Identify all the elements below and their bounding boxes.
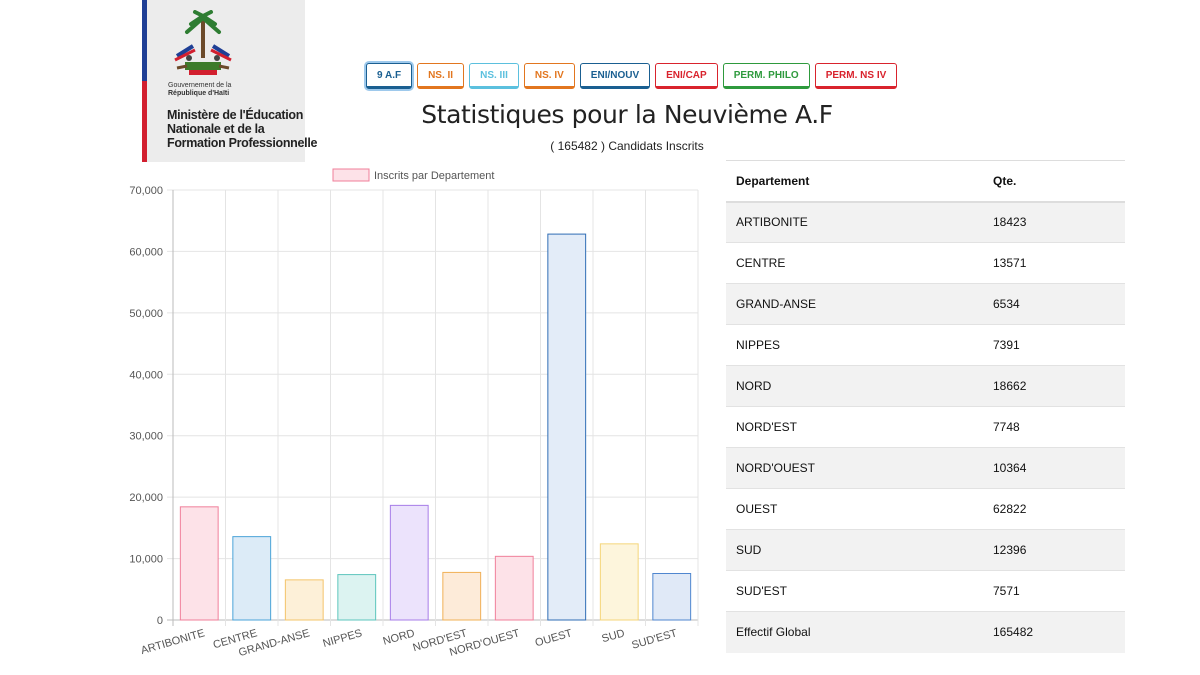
table-row: NORD'EST 7748 [726, 406, 1125, 448]
cell-departement: GRAND-ANSE [726, 283, 983, 325]
y-tick-label: 40,000 [129, 369, 163, 381]
cell-departement: SUD [726, 529, 983, 571]
header-departement: Departement [726, 160, 983, 203]
cell-departement: NORD [726, 365, 983, 407]
exam-button-9-a-f[interactable]: 9 A.F [366, 63, 413, 89]
cell-departement: NORD'OUEST [726, 447, 983, 489]
cell-qte: 7748 [983, 406, 1125, 448]
cell-departement: SUD'EST [726, 570, 983, 612]
cell-departement: OUEST [726, 488, 983, 530]
bar-nord-est [442, 571, 482, 621]
x-tick-label: SUD'EST [630, 627, 678, 651]
exam-button-eni-cap[interactable]: ENI/CAP [655, 63, 718, 89]
logo-ministry-line: Formation Professionnelle [167, 136, 318, 150]
x-tick-label: NORD [382, 627, 416, 647]
bar-chart: 0 10,000 20,000 30,000 40,000 50,000 60,000 70,… [129, 168, 699, 659]
bar-sud [599, 543, 639, 621]
exam-selector: 9 A.F NS. II NS. III NS. IV ENI/NOUV ENI/CAP P… [366, 63, 898, 89]
logo-gov-line: République d'Haïti [168, 90, 230, 97]
y-tick-label: 70,000 [129, 185, 163, 197]
table-row: NORD 18662 [726, 365, 1125, 407]
exam-button-ns-iv[interactable]: NS. IV [523, 63, 575, 89]
header-qte: Qte. [983, 160, 1125, 203]
logo-ministry-text: Ministère de l'Éducation Nationale et de… [167, 108, 317, 150]
exam-button-ns-iii[interactable]: NS. III [469, 63, 519, 89]
page-subtitle: ( 165482 ) Candidats Inscrits [550, 139, 704, 153]
cell-qte: 165482 [983, 611, 1125, 653]
cell-qte: 13571 [983, 242, 1125, 284]
cell-departement: NORD'EST [726, 406, 983, 448]
x-tick-label: NIPPES [321, 627, 363, 650]
table-row: OUEST 62822 [726, 488, 1125, 530]
flag-stripe-red [142, 81, 147, 162]
cell-departement: ARTIBONITE [726, 201, 983, 243]
stats-table: Departement Qte. ARTIBONITE 18423 CENTRE 13… [726, 160, 1125, 653]
exam-button-eni-nouv[interactable]: ENI/NOUV [579, 63, 651, 89]
y-tick-label: 60,000 [129, 246, 163, 258]
bar-sud-est [652, 572, 692, 621]
cell-qte: 18662 [983, 365, 1125, 407]
logo-gov-line: Gouvernement de la [168, 82, 232, 89]
table-header-row: Departement Qte. [726, 160, 1125, 203]
table-row: Effectif Global 165482 [726, 611, 1125, 653]
legend-label: Inscrits par Departement [374, 170, 494, 182]
table-body: ARTIBONITE 18423 CENTRE 13571 GRAND-ANSE 6534… [726, 201, 1125, 653]
bar-grand-anse [284, 579, 324, 621]
y-tick-label: 10,000 [129, 554, 163, 566]
table-row: CENTRE 13571 [726, 242, 1125, 284]
table-row: GRAND-ANSE 6534 [726, 283, 1125, 325]
exam-button-ns-ii[interactable]: NS. II [417, 63, 465, 89]
table-row: SUD 12396 [726, 529, 1125, 571]
logo-ministry-line: Nationale et de la [167, 122, 265, 136]
x-tick-label: ARTIBONITE [140, 627, 207, 657]
cell-qte: 12396 [983, 529, 1125, 571]
page-title: Statistiques pour la Neuvième A.F [421, 100, 833, 129]
legend-swatch [332, 168, 370, 182]
table-row: NORD'OUEST 10364 [726, 447, 1125, 489]
table-row: NIPPES 7391 [726, 324, 1125, 366]
bar-nord-ouest [494, 555, 534, 621]
cell-departement: CENTRE [726, 242, 983, 284]
logo-ministry-line: Ministère de l'Éducation [167, 108, 304, 122]
cell-departement: NIPPES [726, 324, 983, 366]
cell-qte: 6534 [983, 283, 1125, 325]
y-tick-label: 30,000 [129, 431, 163, 443]
bar-centre [232, 536, 272, 621]
y-tick-label: 50,000 [129, 308, 163, 320]
y-tick-label: 0 [157, 615, 163, 627]
cell-qte: 10364 [983, 447, 1125, 489]
x-tick-label: OUEST [534, 627, 574, 649]
logo-government-text: Gouvernement de la République d'Haïti [168, 82, 231, 98]
cell-qte: 7391 [983, 324, 1125, 366]
cell-departement: Effectif Global [726, 611, 983, 653]
cell-qte: 7571 [983, 570, 1125, 612]
bar-nord [389, 504, 429, 621]
bar-artibonite [179, 506, 219, 621]
haiti-coat-of-arms-icon [174, 10, 232, 75]
bar-ouest [547, 233, 587, 621]
cell-qte: 62822 [983, 488, 1125, 530]
cell-qte: 18423 [983, 201, 1125, 243]
flag-stripe-blue [142, 0, 147, 81]
exam-button-perm-ns-iv[interactable]: PERM. NS IV [814, 63, 898, 89]
bar-nippes [337, 574, 377, 621]
x-tick-label: SUD [600, 627, 626, 645]
y-tick-label: 20,000 [129, 492, 163, 504]
exam-button-perm-philo[interactable]: PERM. PHILO [722, 63, 810, 89]
table-row: ARTIBONITE 18423 [726, 201, 1125, 243]
table-row: SUD'EST 7571 [726, 570, 1125, 612]
ministry-logo [142, 0, 305, 162]
